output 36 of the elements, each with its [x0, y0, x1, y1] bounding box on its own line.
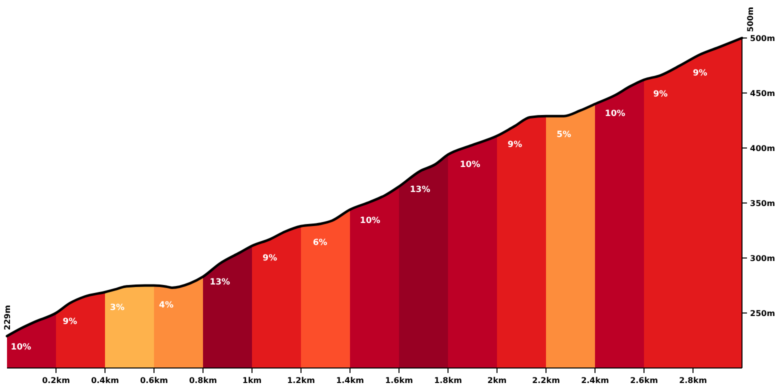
x-tick-label: 2.6km	[630, 376, 658, 385]
annotation: 10%	[460, 160, 481, 170]
annotation: 10%	[10, 342, 32, 352]
annotation: 3%	[110, 302, 125, 313]
annotation: 9%	[653, 89, 668, 100]
annotation: 10%	[360, 216, 381, 226]
x-tick-label: 0.6km	[140, 376, 168, 385]
annotation: 5%	[556, 130, 572, 140]
annotation: 9%	[508, 140, 523, 150]
annotation: 10%	[604, 109, 626, 120]
x-tick-label: 2.2km	[532, 376, 560, 385]
x-tick-label: 1.8km	[434, 376, 462, 385]
annotation: 9%	[262, 253, 278, 264]
x-tick-label: 1km	[242, 376, 262, 385]
x-tick-label: 2km	[487, 376, 507, 385]
x-tick-label: 0.4km	[91, 376, 119, 385]
x-tick-label: 1.4km	[336, 376, 364, 385]
y-tick-label: 250m	[750, 308, 776, 318]
x-tick-label: 2.8km	[679, 376, 707, 385]
annotation: 9%	[692, 68, 708, 78]
annotation: 229m	[3, 305, 12, 330]
x-tick-label: 1.2km	[287, 376, 315, 385]
annotation: 13%	[210, 277, 231, 288]
x-tick-label: 0.2km	[42, 376, 70, 385]
y-tick-label: 450m	[750, 88, 776, 98]
annotation: 4%	[159, 300, 174, 311]
annotation: 13%	[410, 185, 431, 196]
y-tick-label: 500m	[750, 34, 776, 43]
annotation: 9%	[62, 317, 78, 328]
y-tick-label: 350m	[750, 198, 776, 208]
x-tick-label: 2.4km	[581, 376, 609, 385]
annotation: 6%	[312, 238, 328, 248]
x-tick-label: 0.8km	[189, 376, 217, 385]
y-tick-label: 400m	[750, 144, 776, 153]
y-tick-label: 300m	[750, 254, 776, 263]
x-tick-label: 1.6km	[385, 376, 413, 385]
